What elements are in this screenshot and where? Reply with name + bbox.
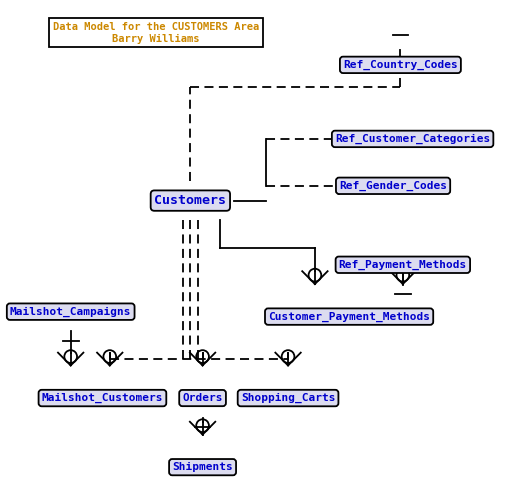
Text: Shopping_Carts: Shopping_Carts	[241, 393, 335, 403]
Text: Customer_Payment_Methods: Customer_Payment_Methods	[268, 311, 430, 322]
Text: Orders: Orders	[182, 393, 223, 403]
Text: Ref_Customer_Categories: Ref_Customer_Categories	[335, 134, 490, 144]
Text: Customers: Customers	[154, 194, 226, 207]
Text: Mailshot_Campaigns: Mailshot_Campaigns	[10, 306, 131, 317]
Text: Shipments: Shipments	[172, 462, 233, 472]
Text: Ref_Country_Codes: Ref_Country_Codes	[343, 60, 458, 70]
Text: Ref_Payment_Methods: Ref_Payment_Methods	[339, 260, 467, 270]
Text: Ref_Gender_Codes: Ref_Gender_Codes	[339, 181, 447, 191]
Text: Mailshot_Customers: Mailshot_Customers	[42, 393, 163, 403]
Text: Data Model for the CUSTOMERS Area
Barry Williams: Data Model for the CUSTOMERS Area Barry …	[53, 22, 259, 44]
